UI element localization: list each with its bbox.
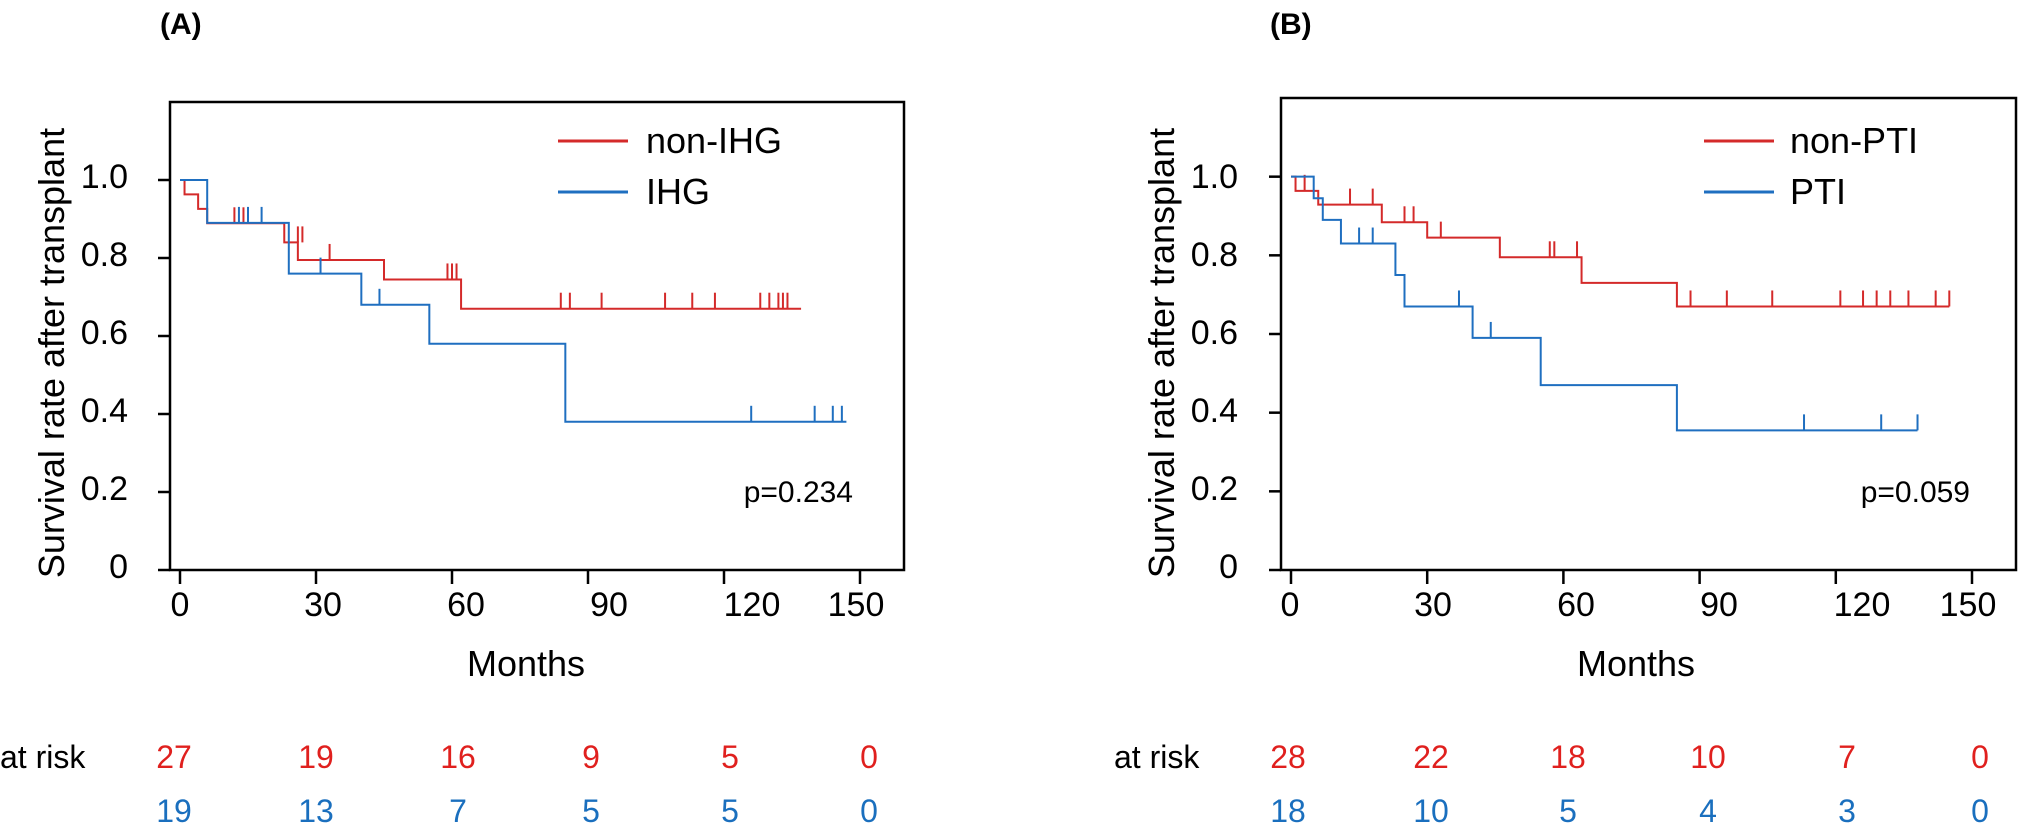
at-risk-label: at risk <box>1114 739 1200 775</box>
y-ticks-a: 0 0.2 0.4 0.6 0.8 1.0 <box>81 158 128 586</box>
y-tick-label: 0.8 <box>1191 236 1238 274</box>
at-risk-count: 19 <box>156 793 192 829</box>
at-risk-count: 10 <box>1690 739 1726 775</box>
x-tick-label: 90 <box>590 586 628 624</box>
at-risk-label: at risk <box>0 739 86 775</box>
blue-survival-curve <box>180 179 847 423</box>
at-risk-count: 5 <box>582 793 600 829</box>
legend-label-non-pti: non-PTI <box>1790 120 1918 161</box>
y-tick-label: 0.4 <box>1191 392 1238 430</box>
at-risk-count: 18 <box>1270 793 1306 829</box>
at-risk-count: 7 <box>449 793 467 829</box>
at-risk-table-b: at risk 28 22 18 10 7 0 18 10 5 4 3 0 <box>1114 739 1989 829</box>
x-tick-label: 60 <box>447 586 485 624</box>
red-survival-curve <box>180 179 802 310</box>
at-risk-count: 16 <box>440 739 476 775</box>
at-risk-table-a: at risk 27 19 16 9 5 0 19 13 7 5 5 0 <box>0 739 878 829</box>
blue-survival-curve <box>1291 175 1918 432</box>
at-risk-count: 0 <box>860 739 878 775</box>
red-survival-curve <box>1291 175 1950 308</box>
x-tick-label: 150 <box>1940 586 1997 624</box>
x-axis-title-a: Months <box>467 643 585 684</box>
x-ticks-b: 0 30 60 90 120 150 <box>1281 586 1997 624</box>
x-tick-label: 30 <box>1414 586 1452 624</box>
at-risk-count: 13 <box>298 793 334 829</box>
y-tick-label: 0 <box>109 548 128 586</box>
at-risk-count: 0 <box>1971 739 1989 775</box>
x-ticks-a: 0 30 60 90 120 150 <box>171 586 885 624</box>
y-tick-label: 0.2 <box>81 470 128 508</box>
at-risk-count: 7 <box>1838 739 1856 775</box>
p-value-b: p=0.059 <box>1861 476 1970 509</box>
at-risk-count: 10 <box>1413 793 1449 829</box>
panel-label-a: (A) <box>160 8 202 41</box>
at-risk-count: 28 <box>1270 739 1306 775</box>
y-tick-label: 0.6 <box>81 314 128 352</box>
panel-label-b: (B) <box>1270 8 1312 41</box>
legend-label-non-ihg: non-IHG <box>646 120 782 161</box>
at-risk-count: 9 <box>582 739 600 775</box>
panel-b: (B) 0 0.2 0.4 0.6 0.8 1.0 0 30 60 90 120… <box>1114 8 2018 829</box>
y-tick-label: 1.0 <box>1191 158 1238 196</box>
y-tick-label: 0.8 <box>81 236 128 274</box>
curves-b <box>1269 174 1974 584</box>
at-risk-count: 27 <box>156 739 192 775</box>
at-risk-count: 5 <box>721 793 739 829</box>
y-tick-label: 0 <box>1219 548 1238 586</box>
y-tick-label: 0.6 <box>1191 314 1238 352</box>
y-axis-title-b: Survival rate after transplant <box>1141 128 1182 578</box>
x-tick-label: 90 <box>1700 586 1738 624</box>
x-tick-label: 150 <box>828 586 885 624</box>
curves-a <box>158 178 862 584</box>
at-risk-count: 4 <box>1699 793 1717 829</box>
x-tick-label: 120 <box>1834 586 1891 624</box>
legend-label-ihg: IHG <box>646 171 710 212</box>
y-tick-label: 0.4 <box>81 392 128 430</box>
x-tick-label: 30 <box>304 586 342 624</box>
legend-label-pti: PTI <box>1790 171 1846 212</box>
x-tick-label: 0 <box>1281 586 1300 624</box>
legend-a: non-IHG IHG <box>558 120 782 212</box>
y-ticks-b: 0 0.2 0.4 0.6 0.8 1.0 <box>1191 158 1238 586</box>
legend-b: non-PTI PTI <box>1704 120 1918 212</box>
p-value-a: p=0.234 <box>744 476 853 509</box>
x-axis-title-b: Months <box>1577 643 1695 684</box>
panel-a: (A) 0 0.2 0.4 0.6 0.8 1.0 0 30 60 90 120… <box>0 8 906 829</box>
at-risk-count: 5 <box>721 739 739 775</box>
at-risk-count: 0 <box>860 793 878 829</box>
y-tick-label: 1.0 <box>81 158 128 196</box>
x-tick-label: 120 <box>724 586 781 624</box>
at-risk-count: 3 <box>1838 793 1856 829</box>
at-risk-count: 18 <box>1550 739 1586 775</box>
x-tick-label: 60 <box>1557 586 1595 624</box>
y-tick-label: 0.2 <box>1191 470 1238 508</box>
at-risk-count: 5 <box>1559 793 1577 829</box>
at-risk-count: 22 <box>1413 739 1449 775</box>
x-tick-label: 0 <box>171 586 190 624</box>
at-risk-count: 0 <box>1971 793 1989 829</box>
y-axis-title-a: Survival rate after transplant <box>31 128 72 578</box>
at-risk-count: 19 <box>298 739 334 775</box>
